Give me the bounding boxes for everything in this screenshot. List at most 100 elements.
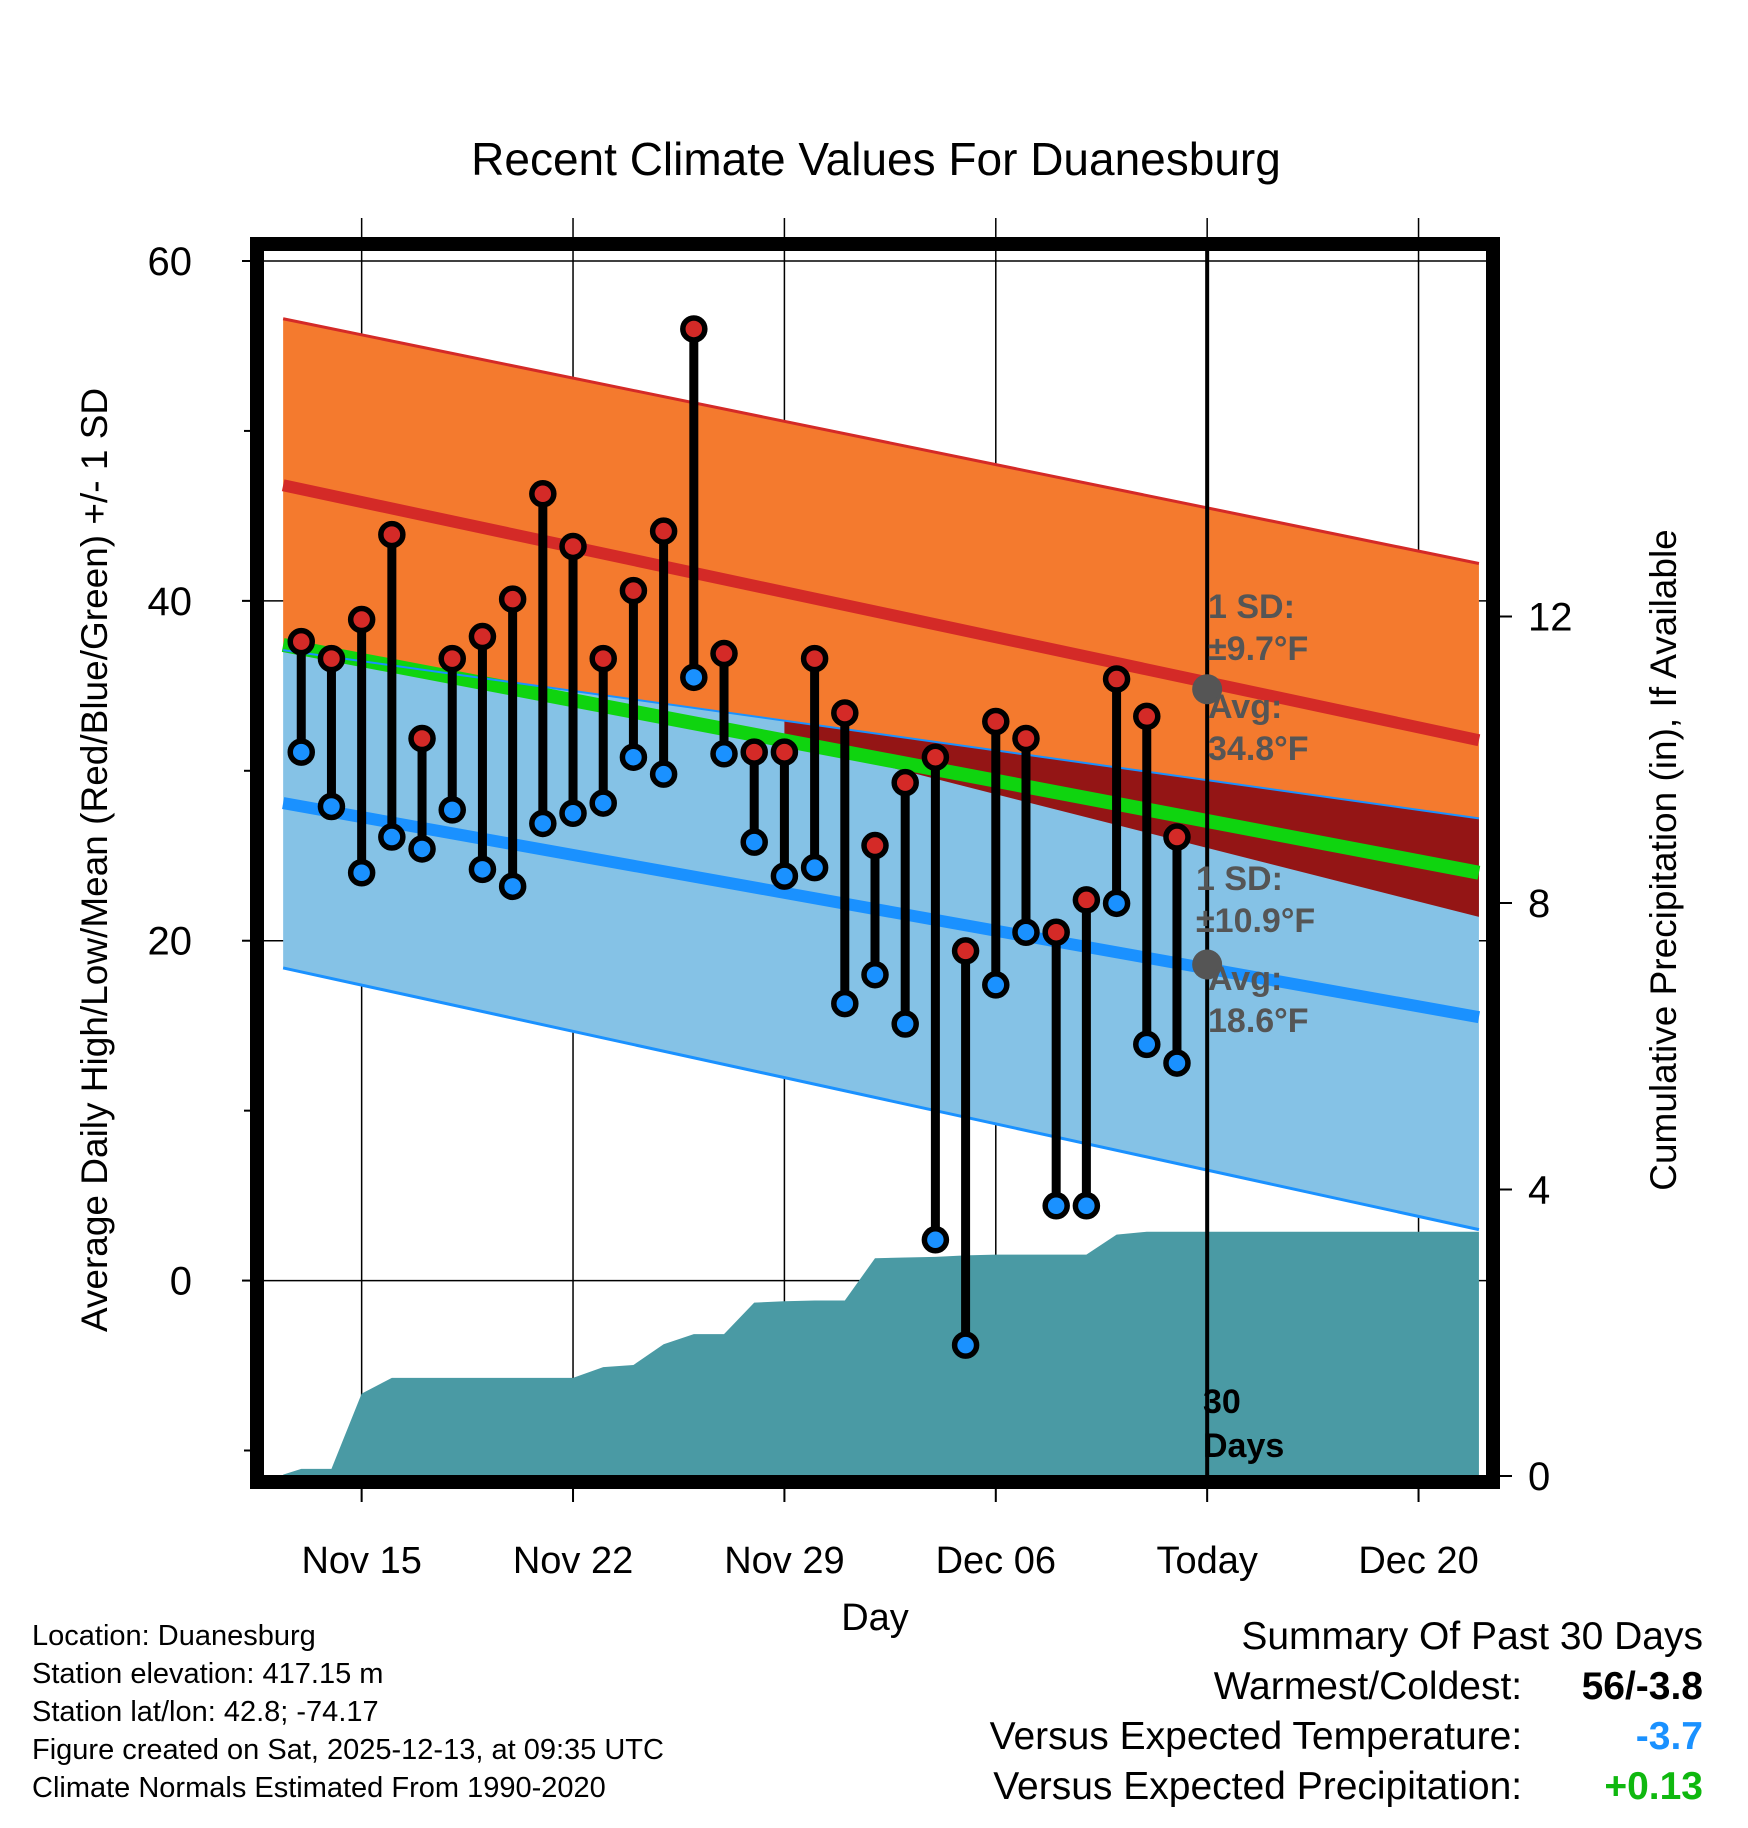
observed-high-point (1163, 823, 1191, 851)
y2-tick-label: 4 (1528, 1168, 1550, 1212)
location-text: Location: Duanesburg (32, 1620, 316, 1652)
observed-temperatures (287, 315, 1191, 1359)
warmest-coldest-value: 56/-3.8 (1581, 1665, 1703, 1708)
observed-low-point (529, 809, 557, 838)
y2-tick-label: 8 (1528, 882, 1550, 926)
latlon-text: Station lat/lon: 42.8; -74.17 (32, 1696, 379, 1728)
observed-high-point (589, 644, 617, 673)
summary-panel: Summary Of Past 30 Days Warmest/Coldest:… (990, 1612, 1703, 1812)
observed-low-point (649, 760, 678, 788)
high-sd-band (283, 318, 1479, 819)
observed-low-point (921, 1226, 950, 1254)
observed-low-point (1012, 918, 1040, 946)
observed-high-point (347, 605, 376, 634)
observed-low-point (891, 1010, 919, 1038)
observed-high-point (740, 738, 768, 766)
observed-low-point (317, 792, 346, 821)
high-sd-label: 1 SD: (1208, 588, 1295, 626)
observed-low-point (468, 855, 497, 884)
precipitation-value: +0.13 (1604, 1765, 1703, 1808)
y2-tick-label: 12 (1528, 595, 1573, 639)
observed-low-point (408, 835, 436, 863)
x-tick-label: Dec 20 (1358, 1540, 1478, 1582)
observed-high-point (317, 644, 346, 673)
observed-low-point (1042, 1192, 1070, 1220)
observed-high-point (861, 831, 889, 860)
observed-high-point (1102, 665, 1131, 693)
low-sd-label: 1 SD: (1196, 860, 1283, 898)
observed-high-point (1012, 724, 1040, 753)
observed-high-point (1042, 918, 1070, 946)
station-info: Location: Duanesburg Station elevation: … (32, 1617, 664, 1807)
observed-high-point (468, 622, 497, 651)
observed-low-point (438, 796, 466, 824)
observed-high-point (831, 699, 859, 727)
warmest-coldest-label: Warmest/Coldest: (1213, 1665, 1523, 1708)
observed-low-point (1072, 1192, 1101, 1220)
high-sd-value: ±9.7°F (1208, 630, 1308, 668)
y-tick-label: 60 (148, 240, 193, 284)
high-avg-value: 34.8°F (1208, 730, 1309, 768)
axes: 0 20 40 60 0 4 8 12 Nov 15 Nov 22 Nov 29 Dec 06 Toda… (148, 240, 1573, 1582)
y-tick-label: 40 (148, 580, 193, 624)
plot-frame (250, 237, 1500, 1489)
observed-low-point (1163, 1049, 1191, 1077)
temperature-value: -3.7 (1635, 1715, 1703, 1758)
created-text: Figure created on Sat, 2025-12-13, at 09… (32, 1734, 664, 1766)
low-avg-marker (1192, 949, 1223, 980)
observed-low-point (589, 789, 617, 817)
observed-low-point (861, 960, 889, 989)
observed-high-point (287, 627, 316, 656)
elevation-text: Station elevation: 417.15 m (32, 1658, 384, 1690)
summary-precipitation: Versus Expected Precipitation: +0.13 (990, 1762, 1703, 1812)
observed-low-point (710, 740, 738, 768)
summary-temperature: Versus Expected Temperature: -3.7 (990, 1712, 1703, 1762)
observed-low-point (287, 738, 316, 766)
observed-low-point (680, 663, 708, 692)
observed-high-point (498, 585, 527, 613)
observed-high-point (408, 724, 436, 753)
period-label-number: 30 (1203, 1383, 1241, 1421)
observed-high-point (1072, 886, 1101, 914)
low-avg-value: 18.6°F (1208, 1002, 1309, 1040)
x-tick-label: Nov 22 (513, 1540, 633, 1582)
summary-warmest-coldest: Warmest/Coldest: 56/-3.8 (990, 1662, 1703, 1712)
observed-low-point (740, 828, 768, 856)
observed-high-point (921, 743, 950, 771)
observed-high-point (649, 517, 678, 545)
y-tick-label: 20 (148, 920, 193, 964)
observed-high-point (800, 644, 829, 673)
observed-low-point (951, 1331, 980, 1359)
observed-high-point (378, 520, 406, 549)
observed-low-point (378, 823, 406, 851)
observed-high-point (438, 644, 466, 673)
y-tick-label: 0 (170, 1260, 192, 1304)
precipitation-area (283, 1231, 1479, 1476)
high-mean-line (281, 479, 1481, 747)
high-avg-marker (1192, 674, 1223, 705)
normals-text: Climate Normals Estimated From 1990-2020 (32, 1772, 606, 1804)
observed-high-point (1133, 702, 1161, 731)
observed-low-point (1133, 1030, 1161, 1059)
observed-low-point (770, 862, 799, 890)
observed-high-point (951, 937, 980, 965)
observed-low-point (982, 971, 1010, 999)
annotations: 1 SD: ±9.7°F Avg: 34.8°F 1 SD: ±10.9°F A… (1192, 588, 1315, 1465)
observed-high-point (982, 707, 1010, 736)
precipitation-label: Versus Expected Precipitation: (993, 1765, 1523, 1808)
observed-low-point (559, 799, 587, 828)
observed-low-point (619, 743, 648, 771)
chart-title: Recent Climate Values For Duanesburg (471, 133, 1281, 185)
observed-low-point (831, 989, 859, 1018)
observed-high-point (710, 639, 738, 668)
observed-low-point (498, 872, 527, 901)
observed-high-point (891, 768, 919, 797)
low-avg-label: Avg: (1208, 960, 1282, 998)
observed-low-point (1102, 889, 1131, 918)
x-axis-label: Day (841, 1597, 909, 1639)
x-tick-label: Today (1156, 1540, 1257, 1582)
x-tick-label: Dec 06 (936, 1540, 1056, 1582)
observed-high-point (770, 738, 799, 766)
observed-high-point (529, 480, 557, 508)
summary-title: Summary Of Past 30 Days (1241, 1615, 1703, 1658)
